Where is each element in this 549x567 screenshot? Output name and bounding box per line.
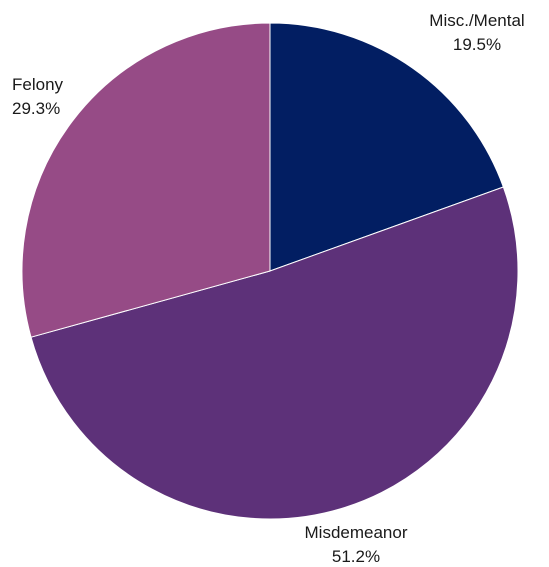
slice-label-percent: 51.2% [332,547,380,566]
pie-slice-felony [21,22,271,338]
pie-labels: Misc./Mental 19.5% Misdemeanor 51.2% Felony 2… [12,11,525,566]
slice-label-name: Misc./Mental [429,11,524,30]
slice-label-percent: 29.3% [12,99,60,118]
slice-label-percent: 19.5% [453,35,501,54]
pie-slices [21,22,519,520]
pie-slice-misdemeanor [30,186,519,520]
slice-label-name: Felony [12,75,64,94]
pie-slice-misc-mental [269,22,504,272]
slice-label-name: Misdemeanor [305,523,408,542]
